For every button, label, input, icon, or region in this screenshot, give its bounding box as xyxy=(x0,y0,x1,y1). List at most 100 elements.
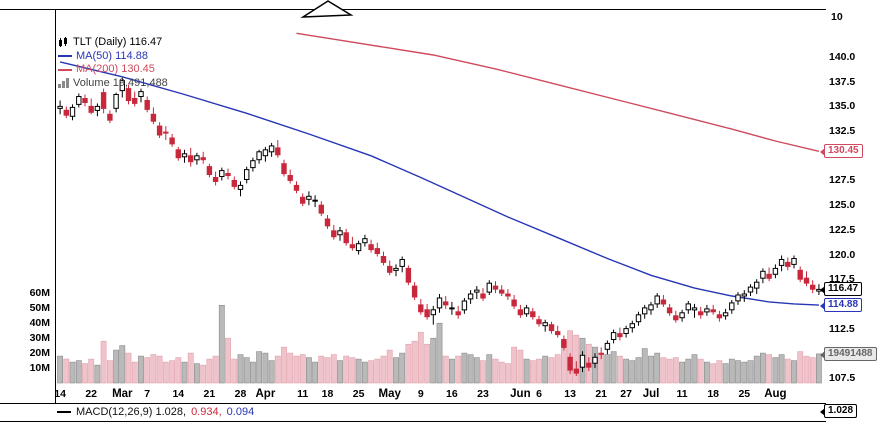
volume-bar xyxy=(548,357,555,384)
candle-body xyxy=(803,277,810,284)
candle-body xyxy=(567,356,573,371)
candle-body xyxy=(642,307,648,315)
volume-bar xyxy=(436,322,443,384)
volume-bar xyxy=(169,360,175,384)
volume-bar xyxy=(716,360,723,384)
volume-bar xyxy=(355,358,362,384)
volume-bar xyxy=(492,358,499,384)
candle-body xyxy=(530,311,536,318)
volume-bar xyxy=(181,361,188,384)
volume-bar xyxy=(361,361,368,384)
candle-body xyxy=(349,244,356,249)
volume-bar xyxy=(218,304,225,384)
candle-body xyxy=(679,312,685,319)
candle-body xyxy=(698,311,704,316)
volume-bar xyxy=(660,357,667,384)
candle-body xyxy=(287,175,293,181)
volume-bar xyxy=(728,358,735,384)
volume-bar xyxy=(206,358,213,384)
volume-bar xyxy=(330,354,337,384)
volume-bar xyxy=(703,361,710,384)
volume-bar xyxy=(467,354,474,384)
volume-bar xyxy=(349,357,356,384)
volume-bar xyxy=(486,354,493,384)
candle-body xyxy=(119,80,125,92)
candle-body xyxy=(293,184,300,191)
candle-body xyxy=(212,177,219,182)
candle-body xyxy=(88,105,94,113)
candle-body xyxy=(561,339,567,348)
volume-bar xyxy=(672,357,679,384)
volume-bar xyxy=(119,345,126,384)
candle-body xyxy=(100,92,107,109)
volume-bar xyxy=(305,357,312,384)
volume-bar xyxy=(144,357,151,384)
volume-bar xyxy=(63,358,70,384)
volume-bar xyxy=(82,363,88,384)
candle-body xyxy=(175,149,182,159)
candle-body xyxy=(436,297,443,309)
volume-bar xyxy=(156,355,163,384)
volume-bar xyxy=(442,355,449,384)
candle-body xyxy=(505,293,511,297)
volume-bar xyxy=(641,348,648,384)
volume-bar xyxy=(666,358,673,384)
volume-bar xyxy=(430,337,437,384)
candle-body xyxy=(741,293,747,297)
volume-bar xyxy=(498,361,505,384)
volume-bar xyxy=(536,358,542,384)
volume-bar xyxy=(753,355,760,384)
volume-bar xyxy=(318,355,325,384)
candle-body xyxy=(94,105,101,111)
candle-body xyxy=(219,170,225,178)
candle-body xyxy=(691,307,698,311)
volume-bar xyxy=(417,331,424,384)
volume-bar xyxy=(243,357,250,384)
candle-body xyxy=(281,163,287,175)
candle-body xyxy=(722,312,729,317)
candle-body xyxy=(604,342,611,350)
candle-body xyxy=(63,109,69,116)
volume-bar xyxy=(797,351,804,384)
volume-bar xyxy=(809,357,816,384)
candle-body xyxy=(486,282,493,293)
ma200-line xyxy=(296,32,820,152)
candle-body xyxy=(610,332,617,341)
candle-body xyxy=(138,91,144,97)
volume-bar xyxy=(616,355,623,384)
candle-body xyxy=(393,267,399,271)
panel-borders xyxy=(0,8,826,423)
candle-body xyxy=(443,301,449,306)
volume-bar xyxy=(405,343,412,384)
candle-body xyxy=(324,218,331,227)
ma-lines xyxy=(59,32,820,306)
volume-bar xyxy=(131,361,138,384)
candle-body xyxy=(430,309,437,316)
candle-body xyxy=(231,180,238,187)
volume-bars xyxy=(57,304,822,384)
volume-bar xyxy=(523,358,530,384)
volume-bar xyxy=(623,358,629,384)
volume-bar xyxy=(697,358,704,384)
volume-bar xyxy=(604,354,611,384)
volume-bar xyxy=(815,353,822,384)
candle-body xyxy=(169,137,175,145)
candle-body xyxy=(816,288,822,292)
volume-bar xyxy=(766,354,772,384)
volume-bar xyxy=(654,352,661,384)
candle-body xyxy=(132,98,138,104)
volume-bar xyxy=(69,361,76,384)
volume-bar xyxy=(343,355,350,384)
candle-body xyxy=(673,315,679,321)
candle-body xyxy=(635,314,642,323)
candle-body xyxy=(517,309,524,316)
candle-body xyxy=(654,295,660,305)
volume-bar xyxy=(610,351,617,384)
candle-body xyxy=(262,149,269,157)
volume-bar xyxy=(75,360,82,384)
candle-body xyxy=(573,368,579,374)
candle-body xyxy=(480,293,486,299)
candle-body xyxy=(772,267,779,275)
